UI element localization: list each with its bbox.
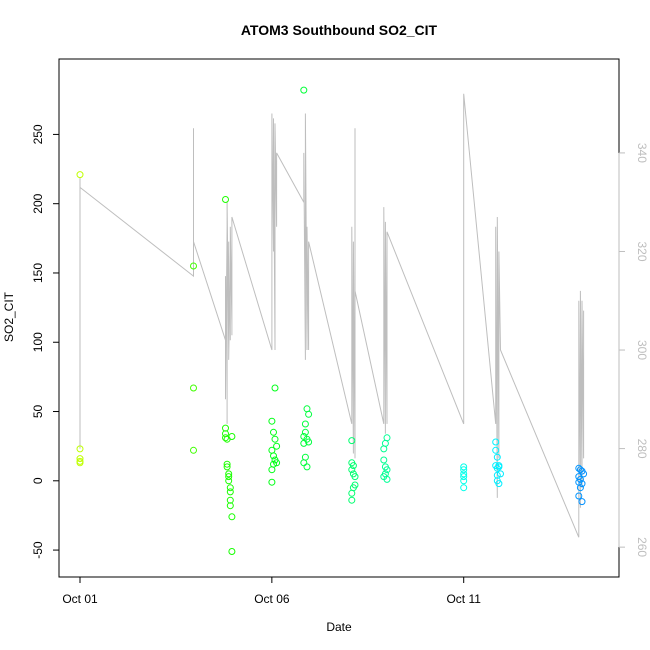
- x-axis-label: Date: [326, 620, 352, 634]
- data-point: [271, 435, 279, 443]
- data-point: [190, 446, 197, 454]
- data-point: [383, 475, 391, 483]
- data-point: [225, 477, 233, 485]
- point-layer: [76, 86, 588, 555]
- data-point: [223, 460, 231, 468]
- data-point: [226, 488, 234, 496]
- data-point: [300, 86, 308, 94]
- data-point: [578, 498, 586, 506]
- data-point: [348, 466, 356, 474]
- left-tick-label: 250: [31, 124, 45, 144]
- data-point: [268, 478, 276, 486]
- data-point: [270, 452, 277, 460]
- left-tick-label: 150: [31, 263, 45, 283]
- x-axis: Oct 01 Oct 06 Oct 11: [62, 576, 481, 606]
- data-point: [383, 466, 391, 474]
- data-point: [495, 463, 503, 471]
- data-point: [228, 548, 236, 555]
- right-tick-label: 280: [635, 439, 649, 459]
- data-point: [351, 473, 359, 481]
- data-point: [305, 410, 313, 418]
- data-point: [497, 470, 504, 478]
- data-point: [225, 470, 233, 478]
- data-point: [268, 417, 276, 425]
- data-point: [460, 463, 468, 471]
- right-tick-label: 320: [635, 241, 649, 261]
- data-point: [575, 492, 583, 500]
- right-y-axis: 260 280 300 320 340: [618, 143, 649, 557]
- data-point: [273, 442, 281, 450]
- data-point: [301, 428, 309, 436]
- data-point: [492, 446, 500, 454]
- bottom-tick-label: Oct 06: [254, 592, 290, 606]
- data-point: [303, 463, 311, 471]
- data-point: [578, 480, 586, 488]
- data-point: [228, 433, 236, 440]
- series-line: [79, 93, 585, 538]
- data-point: [305, 438, 313, 446]
- data-point: [348, 437, 356, 445]
- data-point: [268, 466, 276, 474]
- data-point: [301, 420, 309, 428]
- data-point: [349, 462, 357, 470]
- data-point: [492, 438, 500, 446]
- left-tick-label: 200: [31, 193, 45, 213]
- right-axis-line-layer: [79, 93, 585, 538]
- data-point: [190, 262, 197, 270]
- data-point: [76, 455, 84, 463]
- left-tick-label: 50: [31, 405, 45, 419]
- right-tick-label: 340: [635, 143, 649, 163]
- left-tick-label: 0: [31, 477, 45, 484]
- left-y-axis: -50 0 50 100 150 200 250: [31, 124, 60, 559]
- data-point: [348, 496, 356, 504]
- chart-title: ATOM3 Southbound SO2_CIT: [241, 22, 438, 38]
- data-point: [226, 502, 234, 510]
- right-tick-label: 260: [635, 537, 649, 557]
- data-point: [495, 480, 503, 488]
- right-tick-label: 300: [635, 340, 649, 360]
- data-point: [460, 470, 468, 478]
- data-point: [380, 456, 388, 464]
- data-point: [460, 477, 468, 485]
- data-point: [226, 484, 234, 492]
- data-point: [493, 453, 501, 461]
- data-point: [460, 466, 468, 474]
- data-point: [460, 484, 468, 492]
- data-point: [222, 434, 229, 442]
- data-point: [76, 445, 84, 453]
- data-point: [271, 384, 279, 392]
- data-point: [300, 439, 308, 447]
- data-point: [225, 473, 233, 481]
- data-point: [76, 459, 84, 467]
- y-axis-label: SO2_CIT: [2, 291, 16, 342]
- data-point: [380, 445, 388, 453]
- data-point: [223, 463, 231, 471]
- data-point: [190, 384, 197, 392]
- data-point: [348, 489, 356, 497]
- bottom-tick-label: Oct 11: [446, 592, 481, 606]
- bottom-tick-label: Oct 01: [62, 592, 98, 606]
- data-point: [576, 484, 584, 492]
- data-point: [228, 513, 236, 521]
- left-tick-label: -50: [31, 541, 45, 559]
- data-point: [222, 196, 229, 203]
- left-tick-label: 100: [31, 332, 45, 352]
- data-point: [76, 171, 84, 179]
- data-point: [460, 473, 468, 481]
- data-point: [270, 428, 277, 436]
